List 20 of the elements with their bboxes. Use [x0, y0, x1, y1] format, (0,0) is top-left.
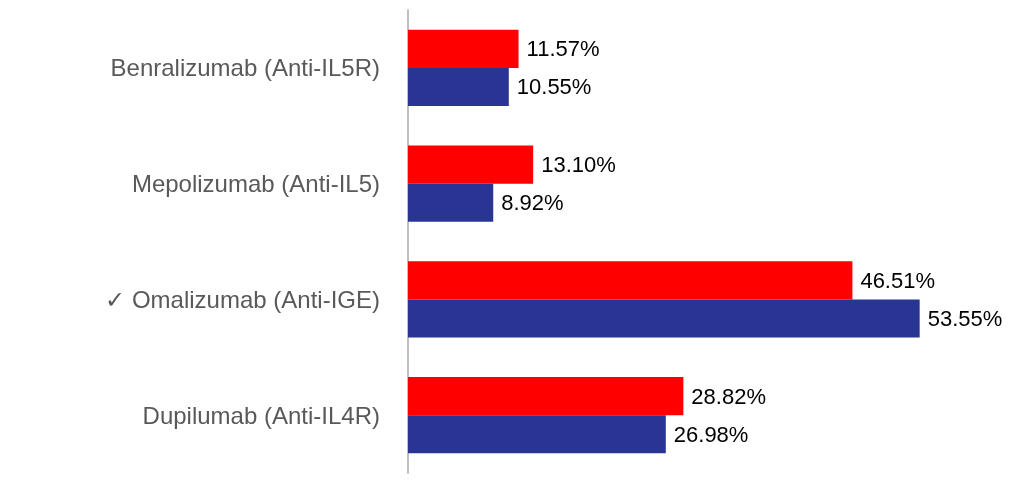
bar [408, 415, 666, 454]
data-label: 28.82% [691, 383, 766, 409]
bar [408, 376, 684, 416]
bar [408, 299, 920, 338]
bar [408, 145, 534, 184]
data-label: 8.92% [501, 190, 564, 216]
data-label: 10.55% [516, 74, 592, 100]
y-tick-label: Benralizumab (Anti-IL5R) [110, 54, 380, 82]
y-tick-label: Mepolizumab (Anti-IL5) [131, 170, 380, 198]
bar [408, 261, 853, 300]
bar [408, 67, 509, 107]
bar [408, 183, 494, 222]
data-label: 13.10% [541, 152, 616, 178]
data-label: 11.57% [526, 36, 600, 62]
data-label: 46.51% [860, 267, 936, 293]
y-tick-label: Dupilumab (Anti-IL4R) [142, 401, 380, 429]
y-tick-label: ✓ Omalizumab (Anti-IGE) [105, 285, 380, 313]
data-label: 53.55% [927, 305, 1003, 331]
data-label: 26.98% [673, 421, 749, 447]
bar [408, 29, 519, 68]
